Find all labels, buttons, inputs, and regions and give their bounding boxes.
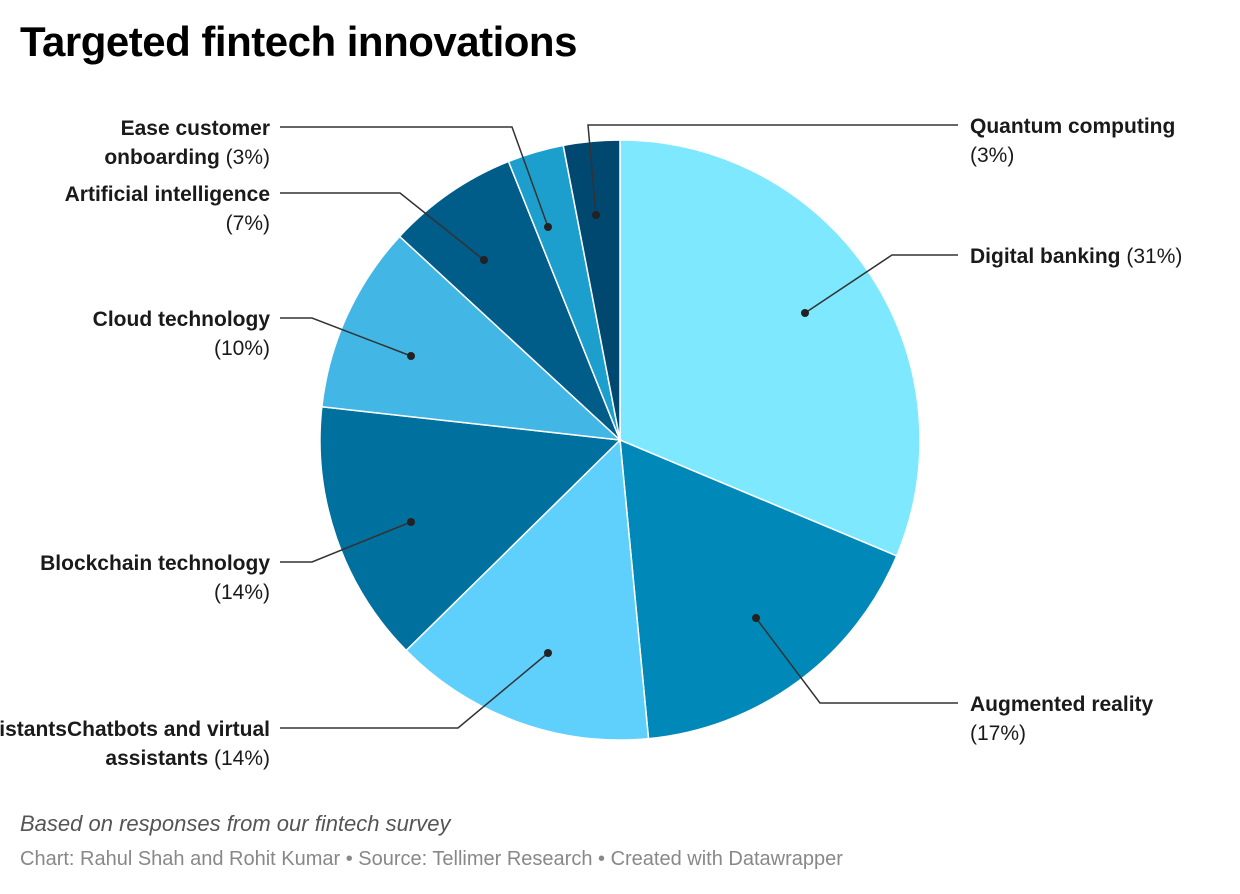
leader-line-2: [755, 617, 958, 704]
leader-dot-6: [480, 256, 488, 264]
pie-slice-8: [562, 139, 621, 441]
chart-footer: Chart: Rahul Shah and Rohit Kumar • Sour…: [20, 848, 843, 870]
chart-title: Targeted fintech innovations: [20, 18, 577, 65]
leader-dot-5: [407, 352, 415, 360]
leader-dot-2: [752, 614, 760, 622]
leader-line-1: [804, 254, 958, 314]
leader-dot-1: [801, 309, 809, 317]
leader-line-6: [280, 192, 485, 261]
leader-dot-4: [407, 518, 415, 526]
pie-slice-6: [398, 160, 621, 441]
leader-dot-8: [592, 211, 600, 219]
slice-label-4: Blockchain technology (14%): [40, 552, 270, 604]
pie-slice-5: [321, 235, 623, 441]
pie-slice-2: [619, 438, 898, 740]
leader-dot-7: [544, 223, 552, 231]
slice-label-7: Ease customer onboarding (3%): [104, 117, 270, 169]
pie-slices: [319, 139, 921, 741]
slice-label-2: Augmented reality (17%): [970, 693, 1154, 745]
slice-label-5: Cloud technology (10%): [93, 308, 271, 360]
slice-label-1: Digital banking (31%): [970, 245, 1182, 268]
leader-lines: [280, 124, 958, 729]
leader-line-8: [587, 124, 958, 216]
pie-slice-4: [319, 405, 622, 652]
pie-slice-1: [619, 139, 921, 557]
leader-dot-3: [544, 649, 552, 657]
slice-label-8: Quantum computing (3%): [970, 115, 1175, 167]
leader-line-3: [280, 652, 549, 729]
leader-line-5: [280, 317, 412, 357]
slice-label-6: Artificial intelligence (7%): [65, 183, 270, 235]
chart-notes: Based on responses from our fintech surv…: [20, 811, 451, 836]
slice-labels: Digital banking (31%) Augmented reality (1…: [0, 115, 1182, 770]
pie-slice-3: [405, 438, 650, 741]
leader-line-4: [280, 521, 412, 563]
leader-line-7: [280, 126, 549, 228]
slice-label-3: Chatbots and virtual assistantsChatbots …: [0, 718, 270, 770]
